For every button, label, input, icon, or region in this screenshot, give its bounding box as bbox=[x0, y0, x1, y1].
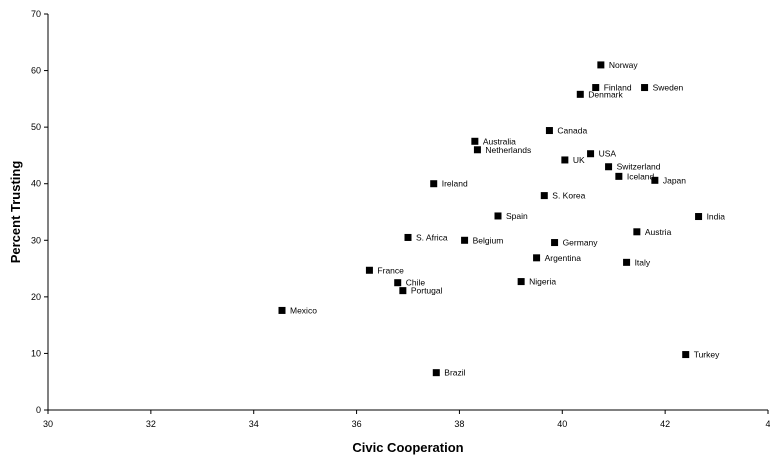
x-tick-label: 42 bbox=[660, 419, 670, 429]
data-point-marker bbox=[432, 369, 440, 377]
data-point-label: Spain bbox=[506, 211, 528, 221]
data-points: Norway Finland Sweden Denmark Canada Australi… bbox=[278, 60, 726, 378]
y-tick-label: 10 bbox=[31, 348, 41, 358]
data-point-label: Argentina bbox=[545, 253, 582, 263]
data-point-label: USA bbox=[599, 149, 617, 159]
data-point-marker bbox=[651, 176, 659, 184]
data-point-marker bbox=[517, 278, 525, 286]
data-point-marker bbox=[471, 137, 479, 145]
data-point-marker bbox=[597, 61, 605, 69]
y-axis-title: Percent Trusting bbox=[8, 161, 23, 264]
data-point-marker bbox=[394, 279, 402, 287]
data-point-marker bbox=[587, 150, 595, 158]
data-point-marker bbox=[623, 258, 631, 266]
data-point-label: Iceland bbox=[627, 171, 655, 181]
y-tick-label: 60 bbox=[31, 66, 41, 76]
data-point-label: Denmark bbox=[588, 89, 623, 99]
x-tick-label: 4 bbox=[765, 419, 770, 429]
data-point-label: Chile bbox=[406, 278, 426, 288]
data-point-label: India bbox=[707, 212, 726, 222]
x-tick-label: 40 bbox=[557, 419, 567, 429]
data-point-label: UK bbox=[573, 155, 585, 165]
data-point-label: France bbox=[377, 265, 404, 275]
data-point-label: S. Korea bbox=[552, 191, 585, 201]
data-point-label: Norway bbox=[609, 60, 639, 70]
data-point-marker bbox=[473, 146, 481, 154]
data-point-marker bbox=[605, 163, 613, 171]
data-point-marker bbox=[430, 180, 438, 188]
data-point-label: Japan bbox=[663, 175, 686, 185]
data-point-marker bbox=[540, 192, 548, 200]
data-point-label: Nigeria bbox=[529, 277, 556, 287]
data-point-label: Canada bbox=[557, 126, 587, 136]
x-axis-title: Civic Cooperation bbox=[352, 440, 463, 455]
y-tick-label: 70 bbox=[31, 9, 41, 19]
data-point-marker bbox=[592, 84, 600, 92]
data-point-label: Sweden bbox=[653, 83, 684, 93]
data-point-label: Ireland bbox=[442, 179, 468, 189]
data-point-label: S. Africa bbox=[416, 232, 448, 242]
y-tick-label: 0 bbox=[36, 405, 41, 415]
data-point-marker bbox=[365, 266, 373, 274]
data-point-label: Brazil bbox=[444, 368, 465, 378]
data-point-marker bbox=[399, 287, 407, 295]
data-point-marker bbox=[278, 306, 286, 314]
data-point-marker bbox=[461, 236, 469, 244]
data-point-marker bbox=[404, 233, 412, 241]
data-point-marker bbox=[494, 212, 502, 220]
axes bbox=[44, 13, 769, 414]
data-point-label: Australia bbox=[483, 136, 516, 146]
data-point-label: Mexico bbox=[290, 305, 317, 315]
data-point-marker bbox=[641, 84, 649, 92]
y-tick-label: 40 bbox=[31, 179, 41, 189]
data-point-marker bbox=[576, 90, 584, 98]
x-tick-label: 36 bbox=[352, 419, 362, 429]
data-point-marker bbox=[533, 254, 541, 262]
data-point-marker bbox=[615, 172, 623, 180]
x-tick-label: 32 bbox=[146, 419, 156, 429]
data-point-label: Belgium bbox=[473, 235, 504, 245]
data-point-label: Netherlands bbox=[485, 145, 531, 155]
data-point-marker bbox=[682, 351, 690, 359]
data-point-label: Italy bbox=[635, 257, 651, 267]
data-point-label: Austria bbox=[645, 227, 672, 237]
data-point-label: Germany bbox=[563, 238, 599, 248]
x-tick-label: 38 bbox=[454, 419, 464, 429]
data-point-marker bbox=[545, 127, 553, 135]
data-point-label: Finland bbox=[604, 83, 632, 93]
x-tick-label: 30 bbox=[43, 419, 53, 429]
data-point-label: Portugal bbox=[411, 286, 443, 296]
x-tick-label: 34 bbox=[249, 419, 259, 429]
y-tick-label: 50 bbox=[31, 122, 41, 132]
data-point-marker bbox=[633, 228, 641, 236]
data-point-label: Switzerland bbox=[617, 162, 661, 172]
y-tick-label: 30 bbox=[31, 235, 41, 245]
data-point-marker bbox=[551, 239, 559, 247]
data-point-marker bbox=[695, 213, 703, 221]
data-point-marker bbox=[561, 156, 569, 164]
data-point-label: Turkey bbox=[694, 350, 720, 360]
y-tick-label: 20 bbox=[31, 292, 41, 302]
